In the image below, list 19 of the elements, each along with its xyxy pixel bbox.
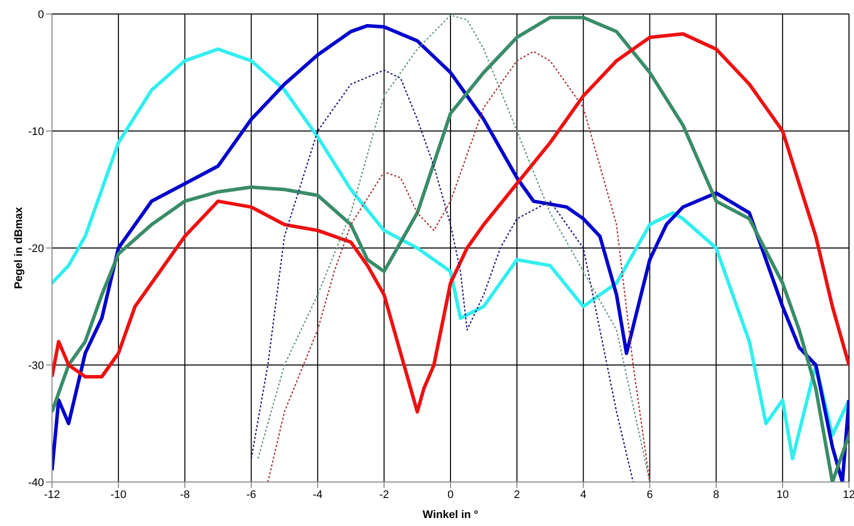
x-tick-label: -8 bbox=[180, 488, 190, 501]
y-tick-label: -40 bbox=[28, 476, 44, 489]
x-tick-label: 2 bbox=[514, 488, 520, 501]
x-axis-title: Winkel in ° bbox=[422, 509, 478, 521]
x-tick-label: -4 bbox=[312, 488, 323, 501]
x-tick-label: -6 bbox=[246, 488, 256, 501]
y-tick-label: -10 bbox=[28, 126, 44, 138]
x-tick-label: -10 bbox=[110, 488, 126, 501]
y-axis-title: Pegel in dBmax bbox=[12, 206, 25, 289]
x-tick-label: -12 bbox=[44, 488, 60, 501]
x-tick-label: 10 bbox=[776, 488, 789, 501]
x-tick-label: 0 bbox=[447, 488, 454, 501]
y-tick-label: -30 bbox=[28, 360, 44, 372]
x-tick-label: 8 bbox=[713, 488, 720, 501]
x-tick-label: 6 bbox=[646, 488, 653, 501]
x-tick-label: -2 bbox=[379, 488, 389, 501]
y-tick-label: -20 bbox=[28, 242, 44, 255]
x-tick-label: 4 bbox=[580, 488, 586, 501]
y-tick-label: 0 bbox=[38, 8, 44, 21]
